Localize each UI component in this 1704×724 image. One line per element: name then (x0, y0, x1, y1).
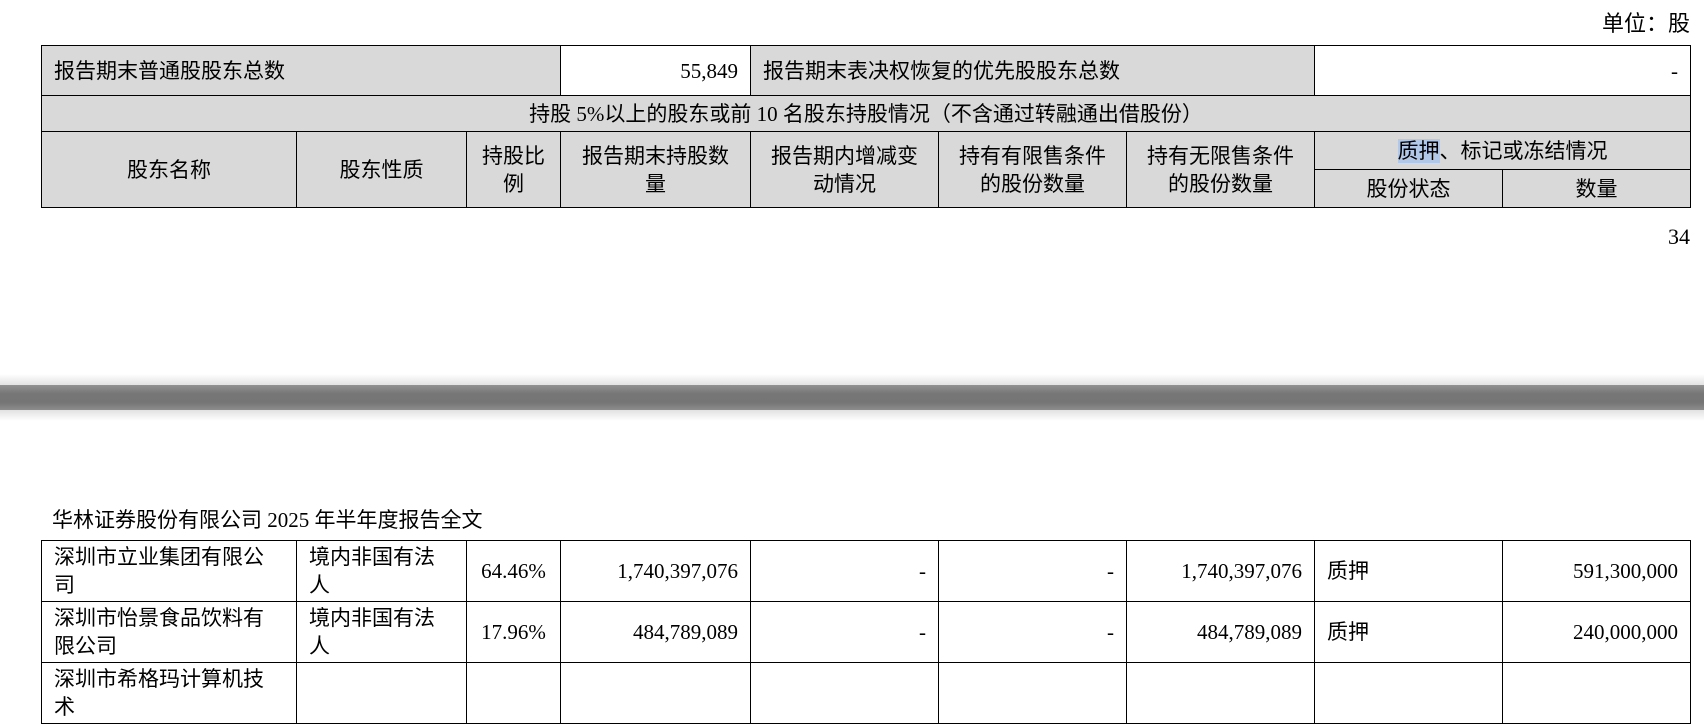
cell-shareholding-ratio (466, 662, 561, 724)
search-highlight: 质押 (1397, 138, 1440, 163)
summary-value-preferred: - (1314, 45, 1692, 96)
cell-shareholder-name: 深圳市希格玛计算机技术 (41, 662, 297, 724)
cell-shares-end-period: 484,789,089 (560, 601, 751, 663)
table-row: 深圳市希格玛计算机技术 (41, 662, 1691, 724)
cell-change-in-period (750, 662, 939, 724)
section-title: 持股 5%以上的股东或前 10 名股东持股情况（不含通过转融通出借股份） (40, 95, 1692, 132)
column-header-shareholder-name: 股东名称 (41, 131, 297, 208)
cell-pledge-status: 质押 (1314, 601, 1503, 663)
summary-label-preferred: 报告期末表决权恢复的优先股股东总数 (750, 45, 1316, 96)
column-header-shareholder-nature: 股东性质 (296, 131, 467, 208)
column-header-shareholding-ratio: 持股比例 (465, 131, 562, 208)
page-top-shadow (0, 410, 1704, 421)
cell-pledge-status: 质押 (1314, 540, 1503, 602)
cell-unrestricted-shares: 484,789,089 (1126, 601, 1315, 663)
cell-shareholder-nature (296, 662, 467, 724)
cell-shareholding-ratio: 17.96% (466, 601, 561, 663)
document-running-header: 华林证券股份有限公司 2025 年半年度报告全文 (52, 508, 483, 532)
table-row: 深圳市怡景食品饮料有限公司 境内非国有法人 17.96% 484,789,089… (41, 601, 1691, 663)
page-separator (0, 385, 1704, 410)
cell-shares-end-period (560, 662, 751, 724)
column-header-pledge-amount: 数量 (1502, 169, 1692, 208)
table-row: 持股 5%以上的股东或前 10 名股东持股情况（不含通过转融通出借股份） (40, 95, 1692, 132)
shareholder-data-table: 深圳市立业集团有限公司 境内非国有法人 64.46% 1,740,397,076… (41, 540, 1691, 724)
column-header-restricted-shares: 持有有限售条件的股份数量 (938, 131, 1128, 208)
cell-unrestricted-shares: 1,740,397,076 (1126, 540, 1315, 602)
cell-shareholder-name: 深圳市立业集团有限公司 (41, 540, 297, 602)
pledge-group-label-rest: 、标记或冻结情况 (1439, 138, 1608, 163)
column-header-shares-end-period: 报告期末持股数量 (560, 131, 752, 208)
table-row: 股东名称 股东性质 持股比例 报告期末持股数量 报告期内增减变动情况 持有有限售… (41, 131, 1692, 208)
common-shareholders-table-header: 报告期末普通股股东总数 55,849 报告期末表决权恢复的优先股股东总数 - 持… (40, 45, 1692, 208)
table-row: 股份状态 数量 (42, 169, 1692, 208)
column-header-change-in-period: 报告期内增减变动情况 (750, 131, 940, 208)
cell-unrestricted-shares (1126, 662, 1315, 724)
unit-label: 单位：股 (1601, 11, 1690, 36)
column-header-pledge-status: 股份状态 (1314, 169, 1504, 208)
cell-shareholder-nature: 境内非国有法人 (296, 540, 467, 602)
summary-label-common: 报告期末普通股股东总数 (40, 45, 562, 96)
column-header-unrestricted-shares: 持有无限售条件的股份数量 (1126, 131, 1316, 208)
table-row: 报告期末普通股股东总数 55,849 报告期末表决权恢复的优先股股东总数 - (40, 45, 1692, 96)
cell-pledge-amount (1502, 662, 1691, 724)
table-row: 深圳市立业集团有限公司 境内非国有法人 64.46% 1,740,397,076… (41, 540, 1691, 602)
cell-restricted-shares: - (938, 601, 1127, 663)
cell-shares-end-period: 1,740,397,076 (560, 540, 751, 602)
cell-change-in-period: - (750, 540, 939, 602)
cell-shareholding-ratio: 64.46% (466, 540, 561, 602)
column-header-pledge-group: 质押、标记或冻结情况 (1314, 131, 1692, 170)
cell-restricted-shares (938, 662, 1127, 724)
page-bottom-shadow (0, 374, 1704, 385)
cell-change-in-period: - (750, 601, 939, 663)
summary-value-common: 55,849 (560, 45, 752, 96)
cell-shareholder-nature: 境内非国有法人 (296, 601, 467, 663)
cell-pledge-amount: 240,000,000 (1502, 601, 1691, 663)
cell-restricted-shares: - (938, 540, 1127, 602)
page-number: 34 (1668, 224, 1690, 249)
cell-pledge-status (1314, 662, 1503, 724)
cell-pledge-amount: 591,300,000 (1502, 540, 1691, 602)
cell-shareholder-name: 深圳市怡景食品饮料有限公司 (41, 601, 297, 663)
